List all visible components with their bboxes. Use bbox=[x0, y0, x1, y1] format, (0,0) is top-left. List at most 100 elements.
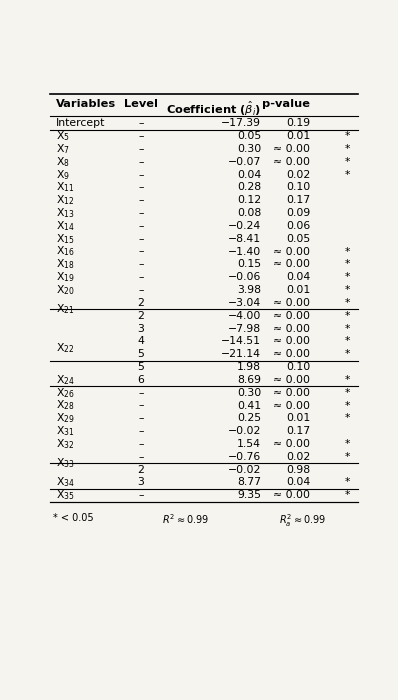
Text: 1.98: 1.98 bbox=[237, 362, 261, 372]
Text: X$_{24}$: X$_{24}$ bbox=[56, 373, 75, 387]
Text: 3.98: 3.98 bbox=[237, 285, 261, 295]
Text: *: * bbox=[344, 272, 350, 282]
Text: X$_{13}$: X$_{13}$ bbox=[56, 206, 74, 220]
Text: –: – bbox=[138, 131, 144, 141]
Text: –: – bbox=[138, 118, 144, 128]
Text: X$_{32}$: X$_{32}$ bbox=[56, 437, 74, 451]
Text: X$_{16}$: X$_{16}$ bbox=[56, 245, 75, 258]
Text: X$_{22}$: X$_{22}$ bbox=[56, 341, 74, 355]
Text: 0.04: 0.04 bbox=[286, 272, 310, 282]
Text: ≈ 0.00: ≈ 0.00 bbox=[273, 400, 310, 410]
Text: −4.00: −4.00 bbox=[228, 311, 261, 321]
Text: *: * bbox=[344, 452, 350, 462]
Text: *: * bbox=[344, 349, 350, 359]
Text: 1.54: 1.54 bbox=[237, 439, 261, 449]
Text: X$_{19}$: X$_{19}$ bbox=[56, 270, 75, 284]
Text: *: * bbox=[344, 169, 350, 180]
Text: –: – bbox=[138, 208, 144, 218]
Text: ≈ 0.00: ≈ 0.00 bbox=[273, 337, 310, 346]
Text: −0.24: −0.24 bbox=[228, 221, 261, 231]
Text: 0.30: 0.30 bbox=[237, 144, 261, 154]
Text: X$_8$: X$_8$ bbox=[56, 155, 70, 169]
Text: *: * bbox=[344, 157, 350, 167]
Text: –: – bbox=[138, 157, 144, 167]
Text: ≈ 0.00: ≈ 0.00 bbox=[273, 439, 310, 449]
Text: 0.98: 0.98 bbox=[286, 465, 310, 475]
Text: X$_{29}$: X$_{29}$ bbox=[56, 412, 74, 425]
Text: −7.98: −7.98 bbox=[228, 323, 261, 333]
Text: −0.02: −0.02 bbox=[228, 426, 261, 436]
Text: X$_{34}$: X$_{34}$ bbox=[56, 475, 75, 489]
Text: 0.02: 0.02 bbox=[286, 452, 310, 462]
Text: −0.06: −0.06 bbox=[228, 272, 261, 282]
Text: *: * bbox=[344, 311, 350, 321]
Text: *: * bbox=[344, 388, 350, 398]
Text: 0.05: 0.05 bbox=[237, 131, 261, 141]
Text: X$_{35}$: X$_{35}$ bbox=[56, 489, 74, 502]
Text: ≈ 0.00: ≈ 0.00 bbox=[273, 157, 310, 167]
Text: *: * bbox=[344, 375, 350, 385]
Text: *: * bbox=[344, 298, 350, 308]
Text: 0.01: 0.01 bbox=[286, 413, 310, 424]
Text: *: * bbox=[344, 477, 350, 487]
Text: 0.28: 0.28 bbox=[237, 183, 261, 193]
Text: 6: 6 bbox=[137, 375, 144, 385]
Text: 8.77: 8.77 bbox=[237, 477, 261, 487]
Text: −0.07: −0.07 bbox=[228, 157, 261, 167]
Text: X$_{18}$: X$_{18}$ bbox=[56, 258, 74, 272]
Text: 0.04: 0.04 bbox=[237, 169, 261, 180]
Text: Intercept: Intercept bbox=[56, 118, 105, 128]
Text: −0.76: −0.76 bbox=[228, 452, 261, 462]
Text: 0.17: 0.17 bbox=[286, 195, 310, 205]
Text: –: – bbox=[138, 400, 144, 410]
Text: 9.35: 9.35 bbox=[237, 490, 261, 500]
Text: −0.02: −0.02 bbox=[228, 465, 261, 475]
Text: 4: 4 bbox=[137, 337, 144, 346]
Text: *: * bbox=[344, 144, 350, 154]
Text: –: – bbox=[138, 426, 144, 436]
Text: Variables: Variables bbox=[56, 99, 116, 109]
Text: −14.51: −14.51 bbox=[221, 337, 261, 346]
Text: –: – bbox=[138, 195, 144, 205]
Text: 0.41: 0.41 bbox=[237, 400, 261, 410]
Text: 2: 2 bbox=[137, 465, 144, 475]
Text: 0.01: 0.01 bbox=[286, 285, 310, 295]
Text: X$_{11}$: X$_{11}$ bbox=[56, 181, 74, 195]
Text: 0.06: 0.06 bbox=[286, 221, 310, 231]
Text: 3: 3 bbox=[137, 323, 144, 333]
Text: 0.15: 0.15 bbox=[237, 260, 261, 270]
Text: 2: 2 bbox=[137, 311, 144, 321]
Text: 0.02: 0.02 bbox=[286, 169, 310, 180]
Text: ≈ 0.00: ≈ 0.00 bbox=[273, 490, 310, 500]
Text: Level: Level bbox=[124, 99, 158, 109]
Text: –: – bbox=[138, 272, 144, 282]
Text: X$_5$: X$_5$ bbox=[56, 130, 70, 143]
Text: ≈ 0.00: ≈ 0.00 bbox=[273, 246, 310, 257]
Text: –: – bbox=[138, 221, 144, 231]
Text: ≈ 0.00: ≈ 0.00 bbox=[273, 375, 310, 385]
Text: X$_{14}$: X$_{14}$ bbox=[56, 219, 75, 233]
Text: X$_{31}$: X$_{31}$ bbox=[56, 424, 74, 438]
Text: 0.09: 0.09 bbox=[286, 208, 310, 218]
Text: ≈ 0.00: ≈ 0.00 bbox=[273, 144, 310, 154]
Text: 0.04: 0.04 bbox=[286, 477, 310, 487]
Text: 3: 3 bbox=[137, 477, 144, 487]
Text: ≈ 0.00: ≈ 0.00 bbox=[273, 311, 310, 321]
Text: 0.25: 0.25 bbox=[237, 413, 261, 424]
Text: 0.12: 0.12 bbox=[237, 195, 261, 205]
Text: 0.10: 0.10 bbox=[286, 183, 310, 193]
Text: –: – bbox=[138, 413, 144, 424]
Text: –: – bbox=[138, 144, 144, 154]
Text: ≈ 0.00: ≈ 0.00 bbox=[273, 323, 310, 333]
Text: 0.17: 0.17 bbox=[286, 426, 310, 436]
Text: 2: 2 bbox=[137, 298, 144, 308]
Text: 0.05: 0.05 bbox=[286, 234, 310, 244]
Text: –: – bbox=[138, 285, 144, 295]
Text: −17.39: −17.39 bbox=[221, 118, 261, 128]
Text: X$_9$: X$_9$ bbox=[56, 168, 70, 181]
Text: *: * bbox=[344, 490, 350, 500]
Text: 5: 5 bbox=[137, 362, 144, 372]
Text: ≈ 0.00: ≈ 0.00 bbox=[273, 349, 310, 359]
Text: 0.01: 0.01 bbox=[286, 131, 310, 141]
Text: X$_{28}$: X$_{28}$ bbox=[56, 398, 74, 412]
